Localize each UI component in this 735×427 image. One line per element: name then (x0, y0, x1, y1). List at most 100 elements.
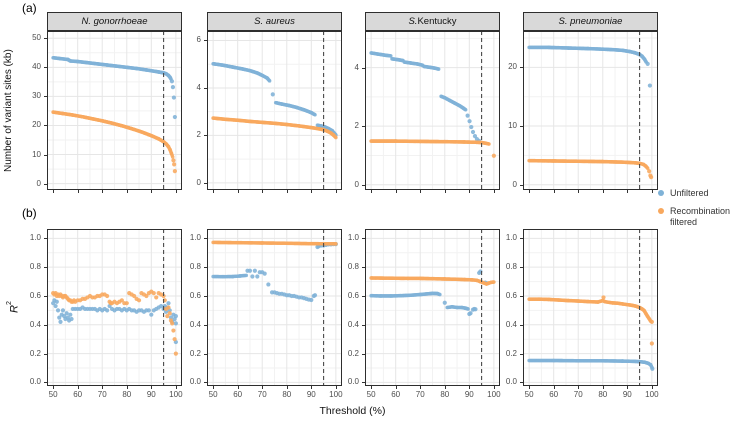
y-tick-mark (204, 324, 207, 326)
y-tick-mark (520, 184, 523, 186)
y-tick-label: 0.8 (189, 262, 201, 272)
x-tick-mark (529, 190, 531, 193)
x-tick-label: 50 (48, 390, 58, 399)
y-tick-mark (204, 353, 207, 355)
x-tick-mark (175, 386, 177, 389)
y-tick-label: 0.0 (29, 377, 41, 387)
y-tick-label: 6 (196, 35, 201, 45)
x-tick-mark (335, 190, 337, 193)
x-tick-mark (335, 386, 337, 389)
y-tick-label: 4 (196, 82, 201, 92)
x-tick-label: 70 (257, 390, 267, 399)
y-tick-mark (204, 238, 207, 240)
x-tick-label: 80 (282, 390, 292, 399)
plot-svg-a4 (523, 31, 658, 190)
y-tick-mark (520, 382, 523, 384)
x-tick-mark (553, 386, 555, 389)
y-tick-mark (362, 324, 365, 326)
y-tick-label: 0.4 (347, 319, 359, 329)
x-tick-mark (53, 190, 55, 193)
plot-svg-a1 (47, 31, 182, 190)
x-tick-label: 70 (573, 390, 583, 399)
y-tick-label: 1.0 (505, 233, 517, 243)
y-tick-mark (520, 267, 523, 269)
x-tick-label: 90 (622, 390, 632, 399)
x-tick-mark (213, 190, 215, 193)
y-tick-label: 0.4 (505, 319, 517, 329)
y-tick-mark (44, 67, 47, 69)
plot-panel-b2 (207, 229, 342, 386)
x-tick-mark (627, 386, 629, 389)
plot-svg-b2 (207, 229, 342, 386)
x-tick-mark (237, 190, 239, 193)
r-exponent: 2 (6, 301, 13, 306)
y-tick-mark (204, 295, 207, 297)
y-tick-label: 0.6 (347, 290, 359, 300)
x-tick-label: 100 (645, 390, 659, 399)
y-tick-label: 10 (32, 149, 41, 159)
y-tick-mark (362, 184, 365, 186)
data-points-recomb (51, 289, 178, 356)
y-tick-label: 0 (196, 177, 201, 187)
legend-label-unfiltered: Unfiltered (670, 188, 709, 198)
data-points-unfiltered (369, 269, 490, 317)
x-tick-label: 70 (415, 390, 425, 399)
x-tick-mark (627, 190, 629, 193)
x-tick-mark (77, 190, 79, 193)
x-tick-label: 50 (524, 390, 534, 399)
y-tick-label: 2 (354, 121, 359, 131)
r-label: R (8, 305, 21, 314)
y-tick-label: 0 (512, 179, 517, 189)
y-tick-mark (520, 126, 523, 128)
legend: Unfiltered Recombination filtered (658, 188, 732, 234)
strip-title-text: S. aureus (254, 16, 295, 27)
x-tick-label: 100 (487, 390, 501, 399)
x-tick-label: 50 (366, 390, 376, 399)
y-tick-mark (44, 353, 47, 355)
y-tick-mark (362, 267, 365, 269)
y-tick-mark (520, 67, 523, 69)
x-tick-mark (578, 386, 580, 389)
x-tick-mark (213, 386, 215, 389)
y-tick-label: 1.0 (189, 233, 201, 243)
x-tick-mark (311, 386, 313, 389)
x-tick-label: 90 (464, 390, 474, 399)
y-tick-mark (362, 382, 365, 384)
x-tick-mark (175, 190, 177, 193)
y-tick-label: 40 (32, 62, 41, 72)
y-tick-mark (44, 382, 47, 384)
y-tick-label: 0.0 (505, 377, 517, 387)
x-tick-label: 60 (391, 390, 401, 399)
strip-title-a1: N. gonorrhoeae (47, 12, 182, 31)
x-tick-label: 80 (598, 390, 608, 399)
x-tick-mark (553, 190, 555, 193)
y-tick-label: 1.0 (29, 233, 41, 243)
legend-item-recombination-filtered: Recombination filtered (658, 206, 732, 228)
y-tick-label: 0.6 (505, 290, 517, 300)
y-tick-mark (44, 154, 47, 156)
plot-svg-b1 (47, 229, 182, 386)
x-tick-label: 100 (169, 390, 183, 399)
x-tick-label: 60 (73, 390, 83, 399)
x-tick-label: 60 (549, 390, 559, 399)
data-points-unfiltered (527, 45, 652, 88)
x-tick-mark (262, 190, 264, 193)
y-tick-mark (520, 238, 523, 240)
y-tick-mark (520, 324, 523, 326)
x-tick-mark (578, 190, 580, 193)
strip-title-text: N. gonorrhoeae (81, 16, 148, 27)
plot-panel-a3 (365, 31, 500, 190)
data-points-recomb (51, 110, 177, 174)
y-tick-label: 0.8 (505, 262, 517, 272)
y-tick-mark (520, 295, 523, 297)
strip-title-text: S. (408, 16, 418, 27)
data-points-unfiltered (51, 55, 177, 120)
y-tick-label: 50 (32, 33, 41, 43)
y-tick-mark (362, 353, 365, 355)
data-points-unfiltered (211, 61, 338, 137)
x-tick-mark (493, 190, 495, 193)
x-tick-mark (151, 190, 153, 193)
x-tick-label: 90 (146, 390, 156, 399)
x-tick-mark (371, 190, 373, 193)
y-tick-label: 20 (32, 120, 41, 130)
